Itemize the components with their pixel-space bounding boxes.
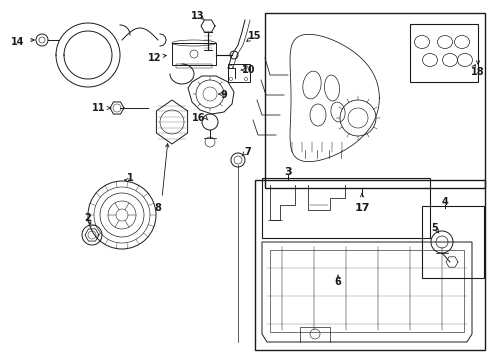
Text: 1: 1 <box>126 173 133 183</box>
Bar <box>176 64 212 68</box>
Bar <box>270 250 464 332</box>
Text: 8: 8 <box>154 203 161 213</box>
Bar <box>262 178 430 238</box>
Text: 18: 18 <box>471 67 485 77</box>
Bar <box>255 180 485 350</box>
Text: 15: 15 <box>248 31 262 41</box>
Text: 2: 2 <box>85 213 91 223</box>
Text: 17: 17 <box>354 203 370 213</box>
Bar <box>228 64 250 82</box>
Bar <box>265 13 485 188</box>
Text: 12: 12 <box>148 53 162 63</box>
Text: 5: 5 <box>432 223 439 233</box>
Text: 11: 11 <box>92 103 105 113</box>
Text: 3: 3 <box>284 167 292 177</box>
Text: 4: 4 <box>441 197 448 207</box>
Text: 13: 13 <box>191 11 205 21</box>
Bar <box>172 43 216 65</box>
Text: 6: 6 <box>335 277 342 287</box>
Text: 7: 7 <box>244 147 251 157</box>
Text: 16: 16 <box>192 113 205 123</box>
Text: 10: 10 <box>242 65 255 75</box>
Text: 9: 9 <box>220 90 227 100</box>
Text: 14: 14 <box>11 37 25 47</box>
Bar <box>410 24 478 82</box>
Bar <box>422 206 484 278</box>
